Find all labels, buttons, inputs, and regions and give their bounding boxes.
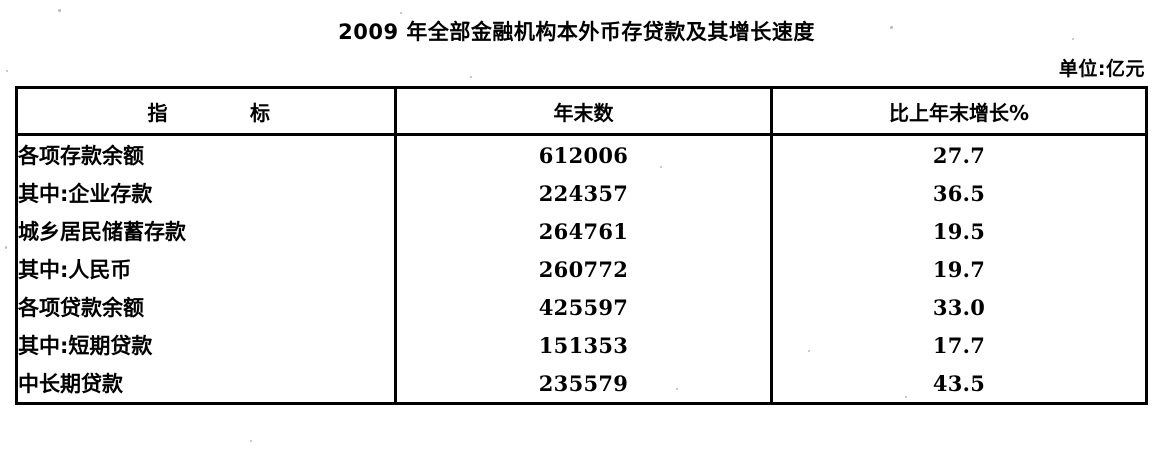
row-year-end-value: 425597 (394, 288, 772, 326)
row-year-end-value: 224357 (394, 174, 772, 212)
row-label: 中长期贷款 (18, 372, 123, 396)
column-header-year-end: 年末数 (394, 87, 772, 136)
column-header-index: 指 标 (16, 87, 396, 136)
scan-speckle (58, 9, 61, 12)
row-year-end-value: 260772 (394, 250, 772, 288)
row-year-end-value: 151353 (394, 326, 772, 364)
scan-speckle (6, 70, 8, 72)
statistics-table: 指 标 年末数 比上年末增长% 各项存款余额 612006 27.7 其中:企业存款 2… (15, 86, 1148, 405)
table-row: 各项存款余额 612006 27.7 (17, 134, 1147, 174)
row-year-end-value: 264761 (394, 212, 772, 250)
table-row: 其中:企业存款 224357 36.5 (17, 174, 1147, 212)
row-growth-value: 36.5 (770, 174, 1147, 212)
row-growth-value: 33.0 (770, 288, 1147, 326)
row-growth-value: 43.5 (770, 364, 1147, 404)
scan-speckle (470, 76, 472, 78)
scan-speckle (250, 440, 252, 442)
scan-speckle (5, 246, 7, 249)
row-label: 其中:人民币 (18, 258, 132, 282)
column-header-growth: 比上年末增长% (770, 87, 1147, 136)
scan-speckle (400, 12, 402, 14)
table-header-row: 指 标 年末数 比上年末增长% (16, 87, 1147, 136)
row-growth-value: 17.7 (770, 326, 1147, 364)
table-row: 城乡居民储蓄存款 264761 19.5 (17, 212, 1147, 250)
row-label: 其中:企业存款 (18, 182, 153, 206)
row-year-end-value: 235579 (394, 364, 772, 404)
row-growth-value: 27.7 (770, 134, 1147, 174)
row-label: 其中:短期贷款 (18, 334, 153, 358)
table-row: 其中:人民币 260772 19.7 (17, 250, 1147, 288)
row-label: 各项贷款余额 (18, 296, 144, 320)
table-row: 各项贷款余额 425597 33.0 (17, 288, 1147, 326)
row-label: 各项存款余额 (18, 144, 144, 168)
page-title: 2009 年全部金融机构本外币存贷款及其增长速度 (338, 20, 815, 44)
table-row: 中长期贷款 235579 43.5 (17, 364, 1147, 404)
unit-note: 单位:亿元 (1058, 58, 1145, 80)
row-growth-value: 19.5 (770, 212, 1147, 250)
row-label: 城乡居民储蓄存款 (18, 220, 186, 244)
table-body: 各项存款余额 612006 27.7 其中:企业存款 224357 36.5 城乡居民储蓄存… (17, 134, 1147, 404)
table-row: 其中:短期贷款 151353 17.7 (17, 326, 1147, 364)
row-year-end-value: 612006 (394, 134, 772, 174)
column-header-index-char1: 指 (147, 100, 169, 125)
row-growth-value: 19.7 (770, 250, 1147, 288)
column-header-index-char2: 标 (249, 100, 271, 125)
